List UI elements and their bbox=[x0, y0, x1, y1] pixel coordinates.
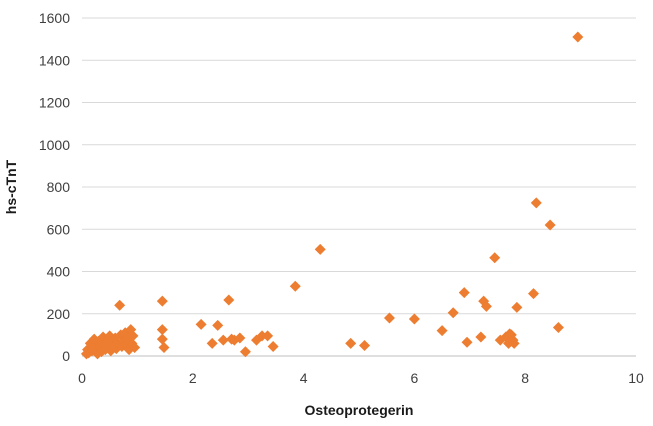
data-point bbox=[480, 300, 492, 312]
data-point bbox=[475, 331, 487, 343]
data-point bbox=[156, 333, 168, 345]
x-axis-title: Osteoprotegerin bbox=[305, 402, 414, 418]
data-point bbox=[158, 342, 170, 354]
x-tick-label: 10 bbox=[628, 370, 644, 386]
data-point bbox=[206, 337, 218, 349]
data-point bbox=[223, 294, 235, 306]
data-point bbox=[458, 287, 470, 299]
data-point bbox=[383, 312, 395, 324]
y-tick-label: 400 bbox=[47, 264, 71, 280]
data-point bbox=[156, 295, 168, 307]
data-point bbox=[528, 288, 540, 300]
data-point bbox=[552, 321, 564, 333]
data-points bbox=[80, 31, 584, 360]
gridlines bbox=[82, 17, 636, 315]
x-tick-label: 8 bbox=[521, 370, 529, 386]
data-point bbox=[511, 301, 523, 313]
data-point bbox=[234, 332, 246, 344]
data-point bbox=[156, 324, 168, 336]
data-point bbox=[314, 243, 326, 255]
data-point bbox=[129, 342, 141, 354]
data-point bbox=[195, 318, 207, 330]
y-tick-label: 800 bbox=[47, 179, 71, 195]
data-point bbox=[359, 339, 371, 351]
y-tick-label: 1400 bbox=[39, 52, 70, 68]
data-point bbox=[119, 327, 131, 339]
y-tick-label: 0 bbox=[62, 348, 70, 364]
data-point bbox=[544, 219, 556, 231]
data-point bbox=[127, 330, 139, 342]
data-point bbox=[345, 337, 357, 349]
y-tick-label: 200 bbox=[47, 306, 71, 322]
y-axis-ticks: 0 200 400 600 800 1000 1200 1400 1600 bbox=[39, 10, 70, 364]
data-point bbox=[114, 299, 126, 311]
data-point bbox=[217, 334, 229, 346]
x-tick-label: 2 bbox=[189, 370, 197, 386]
data-point bbox=[408, 313, 420, 325]
x-tick-label: 4 bbox=[300, 370, 308, 386]
x-axis-ticks: 0 2 4 6 8 10 bbox=[78, 370, 644, 386]
data-point bbox=[530, 197, 542, 209]
data-point bbox=[212, 319, 224, 331]
y-tick-label: 1600 bbox=[39, 10, 70, 26]
data-point bbox=[447, 307, 459, 319]
y-tick-label: 1200 bbox=[39, 95, 70, 111]
y-tick-label: 600 bbox=[47, 221, 71, 237]
data-point bbox=[262, 330, 274, 342]
data-point bbox=[508, 337, 520, 349]
y-tick-label: 1000 bbox=[39, 137, 70, 153]
data-point bbox=[120, 338, 132, 350]
data-point bbox=[461, 336, 473, 348]
x-tick-label: 0 bbox=[78, 370, 86, 386]
data-point bbox=[267, 340, 279, 352]
data-point bbox=[436, 325, 448, 337]
data-point bbox=[239, 346, 251, 358]
data-point bbox=[289, 280, 301, 292]
x-tick-label: 6 bbox=[411, 370, 419, 386]
data-point bbox=[503, 337, 515, 349]
data-point bbox=[256, 330, 268, 342]
y-axis-title: hs-cTnT bbox=[3, 159, 19, 214]
data-point bbox=[572, 31, 584, 43]
data-point bbox=[489, 252, 501, 264]
